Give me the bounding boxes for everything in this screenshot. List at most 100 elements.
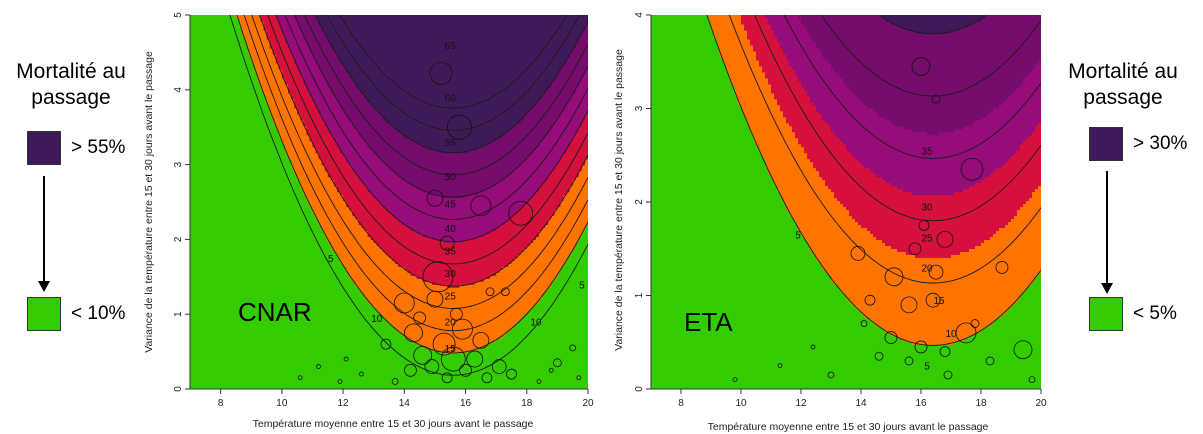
observation-point [777, 363, 783, 369]
x-tick-label: 8 [678, 398, 684, 409]
contour-label: 35 [445, 247, 457, 258]
observation-point [925, 292, 941, 308]
x-axis-label-cnar: Température moyenne entre 15 et 30 jours… [253, 418, 534, 430]
observation-point [943, 370, 953, 380]
y-tick-label: 2 [634, 199, 645, 205]
contour-label: 10 [530, 318, 542, 329]
observation-point [884, 267, 904, 287]
x-tick-label: 14 [399, 398, 411, 409]
x-tick-label: 20 [1035, 398, 1047, 409]
x-tick-label: 16 [460, 398, 472, 409]
contour-label: 5 [579, 280, 585, 291]
contour-label: 45 [445, 199, 457, 210]
x-tick-label: 8 [218, 398, 224, 409]
observation-point [928, 264, 944, 280]
panel-label-cnar: CNAR [238, 297, 312, 327]
contour-labels-eta: 35 30 25 20 15 10 5 5 [795, 147, 957, 373]
observation-point [391, 378, 399, 385]
contour-line-65 [339, 15, 568, 109]
y-axis-label-eta: Variance de la température entre 15 et 3… [613, 49, 625, 351]
legend-right-arrowhead [1101, 283, 1113, 294]
observation-point [576, 375, 582, 381]
contour-label: 5 [924, 362, 930, 373]
observation-point [955, 322, 977, 344]
contour-label: 30 [921, 203, 933, 214]
contour-label: 40 [445, 224, 457, 235]
x-tick-label: 16 [915, 398, 927, 409]
observation-point [297, 375, 303, 381]
observation-point [970, 319, 980, 328]
legend-right-arrow [1106, 171, 1108, 284]
observation-point [481, 372, 493, 384]
contour-line-25 [820, 15, 1041, 97]
x-tick-label: 10 [276, 398, 288, 409]
x-tick-label: 18 [975, 398, 987, 409]
contour-line-30 [267, 15, 588, 265]
observation-point [459, 363, 472, 377]
observation-point [432, 332, 456, 356]
observation-point [449, 307, 463, 321]
heatmap-surface-cnar [190, 15, 588, 389]
observation-point [908, 242, 922, 256]
contour-label: 55 [445, 138, 457, 149]
observation-point [939, 346, 951, 358]
observation-point [732, 377, 738, 383]
legend-right-title: Mortalité au passage [1068, 60, 1178, 109]
observation-point [508, 200, 534, 226]
observation-point [429, 61, 453, 85]
contour-line-15 [243, 15, 588, 332]
contour-line-5 [229, 15, 588, 376]
y-tick-label: 3 [173, 161, 184, 167]
heatmap-surface-eta [651, 15, 1041, 389]
contour-line-25 [259, 15, 588, 287]
observation-point [440, 346, 466, 372]
observation-point [864, 294, 876, 306]
contour-lines-eta [706, 15, 1041, 346]
contour-label: 30 [445, 269, 457, 280]
contour-label: 60 [445, 93, 457, 104]
legend-left-arrow [43, 176, 45, 282]
legend-right-low-label: < 5% [1133, 303, 1177, 324]
x-axis-label-eta: Température moyenne entre 15 et 30 jours… [708, 421, 989, 433]
contour-line-55 [314, 15, 588, 154]
observation-point [904, 356, 914, 366]
observation-point [874, 351, 884, 361]
observation-point [472, 331, 490, 349]
y-tick-label: 1 [634, 292, 645, 298]
observation-point [470, 195, 492, 217]
observation-point [900, 296, 918, 314]
y-axis-label-cnar: Variance de la température entre 15 et 3… [143, 51, 155, 353]
observation-point [466, 350, 484, 368]
contour-line-20 [251, 15, 588, 309]
observation-point [850, 246, 866, 261]
legend-left-low-swatch [27, 297, 61, 331]
observation-point [316, 364, 321, 369]
x-tick-label: 20 [582, 398, 594, 409]
contour-label: 5 [795, 231, 801, 242]
y-tick-label: 0 [634, 386, 645, 392]
legend-right-high-label: > 30% [1133, 133, 1188, 154]
contour-label: 20 [921, 263, 933, 274]
contour-label: 10 [945, 329, 957, 340]
legend-left-low-label: < 10% [71, 303, 126, 324]
observation-point [426, 189, 444, 207]
observation-point [918, 219, 930, 231]
observation-point [393, 292, 415, 314]
observation-point [485, 287, 495, 297]
observation-point [506, 368, 517, 380]
contour-line-50 [303, 15, 588, 176]
contour-line-15 [754, 15, 1041, 222]
observation-point [1013, 340, 1033, 360]
contour-label: 15 [445, 344, 457, 355]
y-tick-label: 1 [173, 311, 184, 317]
contour-line-10 [236, 15, 588, 354]
observation-point [552, 358, 562, 368]
y-tick-label: 3 [634, 105, 645, 111]
legend-left-high-swatch [27, 131, 61, 165]
contour-line-60 [326, 15, 581, 131]
observation-point [404, 363, 417, 377]
observation-point [911, 57, 931, 76]
contour-label: 25 [921, 234, 933, 245]
